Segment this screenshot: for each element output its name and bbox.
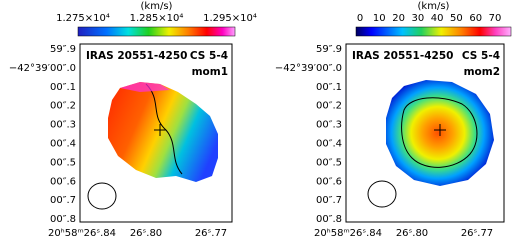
- y-tick-label: 00″.1: [316, 82, 342, 93]
- colorbar: [355, 26, 512, 37]
- map-edge: [120, 82, 170, 92]
- y-tick-label: 00″.1: [50, 82, 76, 93]
- mom1-panel: [77, 26, 236, 223]
- mom2-panel: [345, 26, 512, 223]
- colorbar-tick-label: 1.285×10⁴: [130, 13, 184, 24]
- x-tick-label: 20ʰ58ᵐ26ˢ.84: [48, 228, 116, 239]
- colorbar-tick-label: 50: [450, 13, 463, 24]
- moment-label: mom1: [192, 66, 228, 78]
- contour: [401, 97, 478, 168]
- y-tick-label: 00″.3: [50, 120, 76, 131]
- unit-label: (km/s): [418, 1, 450, 12]
- colorbar-tick-label: 1.295×10⁴: [203, 13, 257, 24]
- y-tick-label: 00″.6: [316, 176, 342, 187]
- y-tick-label: 00″.8: [316, 214, 342, 225]
- source-label: IRAS 20551-4250: [352, 50, 453, 62]
- x-tick-label: 26ˢ.80: [130, 228, 162, 239]
- center-cross: [434, 124, 446, 136]
- line-label: CS 5-4: [190, 50, 228, 62]
- x-tick-label: 26ˢ.77: [195, 228, 227, 239]
- y-tick-label: 00″.2: [316, 101, 342, 112]
- velocity-map: [108, 82, 218, 182]
- y-tick-label: −42°39′00″.0: [9, 63, 76, 74]
- colorbar-tick-label: 40: [431, 13, 444, 24]
- line-label: CS 5-4: [462, 50, 500, 62]
- y-tick-label: 00″.7: [316, 195, 342, 206]
- y-tick-label: 00″.2: [50, 101, 76, 112]
- colorbar: [77, 26, 236, 37]
- y-tick-label: 59″.9: [50, 44, 76, 55]
- y-tick-label: 00″.4: [316, 139, 342, 150]
- x-tick-label: 26ˢ.77: [461, 228, 493, 239]
- beam: [87, 182, 117, 210]
- source-label: IRAS 20551-4250: [86, 50, 187, 62]
- y-tick-label: 00″.8: [50, 214, 76, 225]
- center-cross: [154, 124, 166, 136]
- y-tick-label: 00″.4: [50, 139, 76, 150]
- beam: [367, 180, 397, 208]
- y-tick-label: −42°39′00″.0: [275, 63, 342, 74]
- y-tick-label: 00″.5: [50, 157, 76, 168]
- colorbar-tick-label: 0: [357, 13, 363, 24]
- colorbar-tick-label: 1.275×10⁴: [56, 13, 110, 24]
- colorbar-tick-label: 70: [489, 13, 502, 24]
- y-tick-label: 00″.7: [50, 195, 76, 206]
- colorbar-tick-label: 60: [469, 13, 482, 24]
- colorbar-tick-label: 30: [411, 13, 424, 24]
- x-tick-label: 26ˢ.80: [396, 228, 428, 239]
- moment-label: mom2: [464, 66, 500, 78]
- y-tick-label: 00″.6: [50, 176, 76, 187]
- y-tick-label: 59″.9: [316, 44, 342, 55]
- y-tick-label: 00″.3: [316, 120, 342, 131]
- y-tick-label: 00″.5: [316, 157, 342, 168]
- colorbar-tick-label: 20: [392, 13, 405, 24]
- x-tick-label: 20ʰ58ᵐ26ˢ.84: [314, 228, 382, 239]
- colorbar-tick-label: 10: [373, 13, 386, 24]
- unit-label: (km/s): [141, 1, 173, 12]
